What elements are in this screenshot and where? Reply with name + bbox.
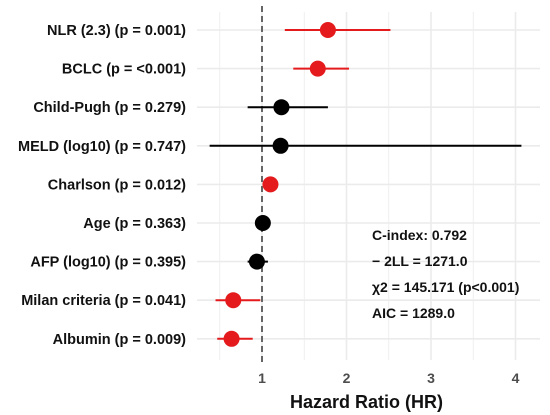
stat-line: χ2 = 145.171 (p<0.001)	[372, 279, 519, 295]
row-label: BCLC (p = <0.001)	[62, 62, 186, 78]
hr-point	[262, 176, 279, 193]
hr-point	[254, 215, 271, 231]
row-label: MELD (log10) (p = 0.747)	[18, 139, 186, 155]
row-label: Age (p = 0.363)	[83, 216, 186, 232]
row-labels: NLR (2.3) (p = 0.001) BCLC (p = <0.001) Ch…	[18, 23, 186, 348]
hr-point	[309, 60, 326, 77]
hr-point	[319, 22, 336, 38]
hr-point	[223, 330, 240, 347]
hr-point	[273, 99, 290, 116]
x-tick-label: 3	[427, 370, 435, 386]
hr-point	[248, 253, 265, 270]
stat-line: AIC = 1289.0	[372, 305, 455, 321]
model-statistics: C-index: 0.792 − 2LL = 1271.0 χ2 = 145.171…	[372, 227, 519, 321]
marks-layer	[209, 22, 522, 347]
row-label: Child-Pugh (p = 0.279)	[33, 100, 186, 116]
x-axis-ticks: 1 2 3 4	[258, 370, 520, 386]
row-label: Albumin (p = 0.009)	[53, 332, 187, 348]
stat-line: − 2LL = 1271.0	[372, 253, 468, 269]
row-label: AFP (log10) (p = 0.395)	[30, 255, 186, 271]
x-tick-label: 1	[258, 370, 266, 386]
hr-point	[225, 292, 242, 309]
x-axis-title: Hazard Ratio (HR)	[290, 392, 443, 412]
row-label: Charlson (p = 0.012)	[48, 177, 186, 193]
row-label: NLR (2.3) (p = 0.001)	[47, 23, 186, 39]
hr-point	[272, 137, 289, 154]
stat-line: C-index: 0.792	[372, 227, 467, 243]
grid-layer	[197, 12, 540, 360]
x-tick-label: 2	[343, 370, 351, 386]
x-tick-label: 4	[512, 370, 520, 386]
row-label: Milan criteria (p = 0.041)	[21, 293, 186, 309]
